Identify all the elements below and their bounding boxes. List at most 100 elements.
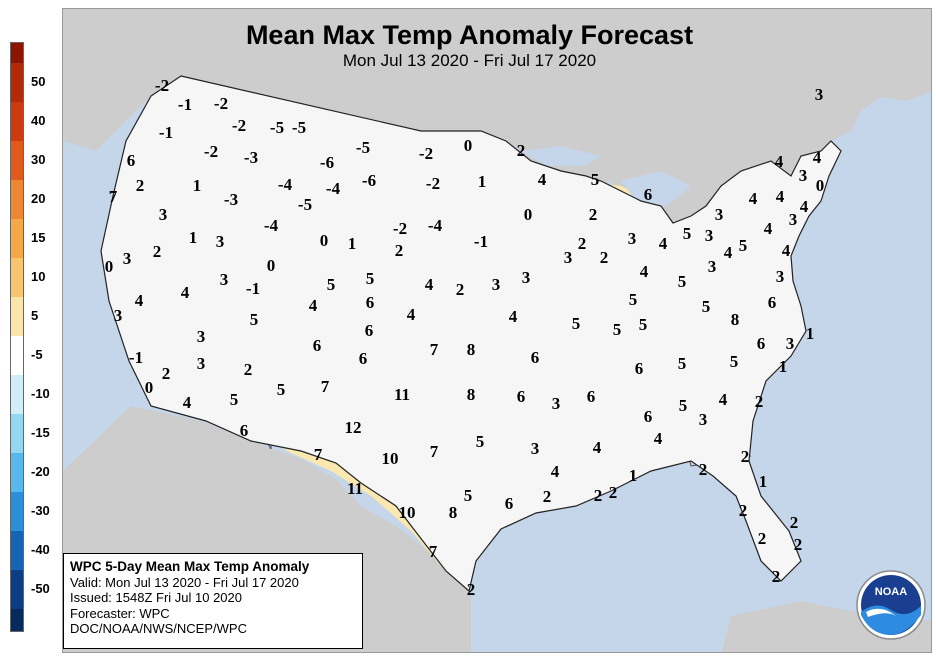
anomaly-value: 2 <box>609 483 618 502</box>
anomaly-map: -2-1 -2-1 -2 -5 -56 -2 -3 -6-52 1-3-4 -4 -6-2-20 21… <box>63 9 931 652</box>
anomaly-value: 3 <box>197 327 206 346</box>
noaa-logo-text: NOAA <box>875 586 907 598</box>
anomaly-value: 4 <box>425 275 434 294</box>
anomaly-value: 0 <box>105 257 114 276</box>
anomaly-value: -2 <box>393 219 407 238</box>
anomaly-value: 0 <box>145 378 154 397</box>
anomaly-value: 2 <box>600 248 609 267</box>
anomaly-value: 3 <box>789 210 798 229</box>
anomaly-value: 1 <box>779 357 788 376</box>
anomaly-value: -4 <box>278 175 293 194</box>
anomaly-value: 3 <box>815 85 824 104</box>
anomaly-value: 1 <box>629 466 638 485</box>
anomaly-value: 3 <box>197 354 206 373</box>
anomaly-value: 2 <box>543 487 552 506</box>
anomaly-value: 0 <box>816 176 825 195</box>
anomaly-value: 4 <box>181 283 190 302</box>
anomaly-value: -2 <box>419 144 433 163</box>
anomaly-value: 6 <box>366 293 375 312</box>
anomaly-value: 5 <box>739 236 748 255</box>
legend-label: -50 <box>31 581 50 596</box>
great-lakes <box>521 146 601 166</box>
anomaly-value: 3 <box>564 248 573 267</box>
anomaly-value: 3 <box>492 275 501 294</box>
anomaly-value: 8 <box>731 310 740 329</box>
anomaly-value: 4 <box>135 291 144 310</box>
anomaly-value: 3 <box>552 394 561 413</box>
anomaly-value: 5 <box>327 275 336 294</box>
anomaly-value: 4 <box>659 234 668 253</box>
anomaly-value: 2 <box>699 460 708 479</box>
noaa-logo-icon: NOAA <box>856 570 926 640</box>
anomaly-value: 3 <box>522 268 531 287</box>
anomaly-value: 5 <box>572 314 581 333</box>
anomaly-value: -4 <box>428 216 443 235</box>
anomaly-value: 2 <box>244 360 253 379</box>
legend-label: 10 <box>31 269 46 284</box>
anomaly-value: 5 <box>730 352 739 371</box>
info-valid: Valid: Mon Jul 13 2020 - Fri Jul 17 2020 <box>70 574 299 590</box>
anomaly-value: -1 <box>474 232 488 251</box>
anomaly-value: 10 <box>399 503 416 522</box>
anomaly-value: 5 <box>639 315 648 334</box>
anomaly-value: 7 <box>430 340 439 359</box>
anomaly-value: 4 <box>749 189 758 208</box>
anomaly-value: 1 <box>189 228 198 247</box>
anomaly-value: 2 <box>741 447 750 466</box>
anomaly-value: 3 <box>531 439 540 458</box>
anomaly-value: 6 <box>365 321 374 340</box>
anomaly-value: 4 <box>782 241 791 260</box>
anomaly-value: 11 <box>394 385 410 404</box>
anomaly-value: 8 <box>467 340 476 359</box>
anomaly-value: 4 <box>640 262 649 281</box>
anomaly-value: -2 <box>204 142 218 161</box>
anomaly-value: -2 <box>214 94 228 113</box>
legend-label: 5 <box>31 308 39 323</box>
legend-swatch <box>11 336 23 375</box>
anomaly-value: 5 <box>702 297 711 316</box>
anomaly-value: 1 <box>348 234 357 253</box>
map-title: Mean Max Temp Anomaly Forecast <box>245 20 694 50</box>
anomaly-value: 3 <box>705 226 714 245</box>
legend-swatch <box>11 297 23 336</box>
info-issued: Issued: 1548Z Fri Jul 10 2020 <box>70 590 242 605</box>
legend-swatch <box>11 63 23 102</box>
anomaly-value: 0 <box>524 205 533 224</box>
anomaly-value: 6 <box>644 185 653 204</box>
anomaly-value: 1 <box>806 324 815 343</box>
anomaly-value: 3 <box>159 205 168 224</box>
anomaly-value: 6 <box>240 421 249 440</box>
legend-label: -30 <box>31 503 50 518</box>
anomaly-value: 3 <box>715 205 724 224</box>
map-panel: -2 -1 -2 -1 -2 -5 -5 6 -2 -3 -6 -5 2 1 -3 -4 -4 -6 -2 -2 0 2 1… <box>62 8 932 653</box>
legend-label: 40 <box>31 113 46 128</box>
anomaly-value: -2 <box>232 116 246 135</box>
legend-label: 15 <box>31 230 46 245</box>
great-lakes <box>621 171 691 206</box>
legend-label: -5 <box>31 347 43 362</box>
anomaly-value: 11 <box>347 479 363 498</box>
anomaly-value: 10 <box>382 449 399 468</box>
anomaly-value: 7 <box>109 187 118 206</box>
anomaly-value: 4 <box>183 393 192 412</box>
anomaly-value: 4 <box>764 219 773 238</box>
legend-swatch <box>11 102 23 141</box>
info-forecaster: Forecaster: WPC <box>70 605 170 621</box>
anomaly-value: 2 <box>153 242 162 261</box>
anomaly-value: 5 <box>591 170 600 189</box>
anomaly-value: 3 <box>123 249 132 268</box>
anomaly-value: 5 <box>230 390 239 409</box>
anomaly-value: 7 <box>321 377 330 396</box>
canada-land <box>63 9 931 223</box>
anomaly-value: 6 <box>313 336 322 355</box>
anomaly-value: 6 <box>127 151 136 170</box>
anomaly-value: 4 <box>776 187 785 206</box>
anomaly-value: 4 <box>593 438 602 457</box>
anomaly-value: 4 <box>800 197 809 216</box>
anomaly-value: 2 <box>758 529 767 548</box>
anomaly-value: -1 <box>159 123 173 142</box>
anomaly-value: 2 <box>467 580 476 599</box>
anomaly-value: -5 <box>292 118 306 137</box>
anomaly-value: 4 <box>538 170 547 189</box>
anomaly-value: -1 <box>246 279 260 298</box>
